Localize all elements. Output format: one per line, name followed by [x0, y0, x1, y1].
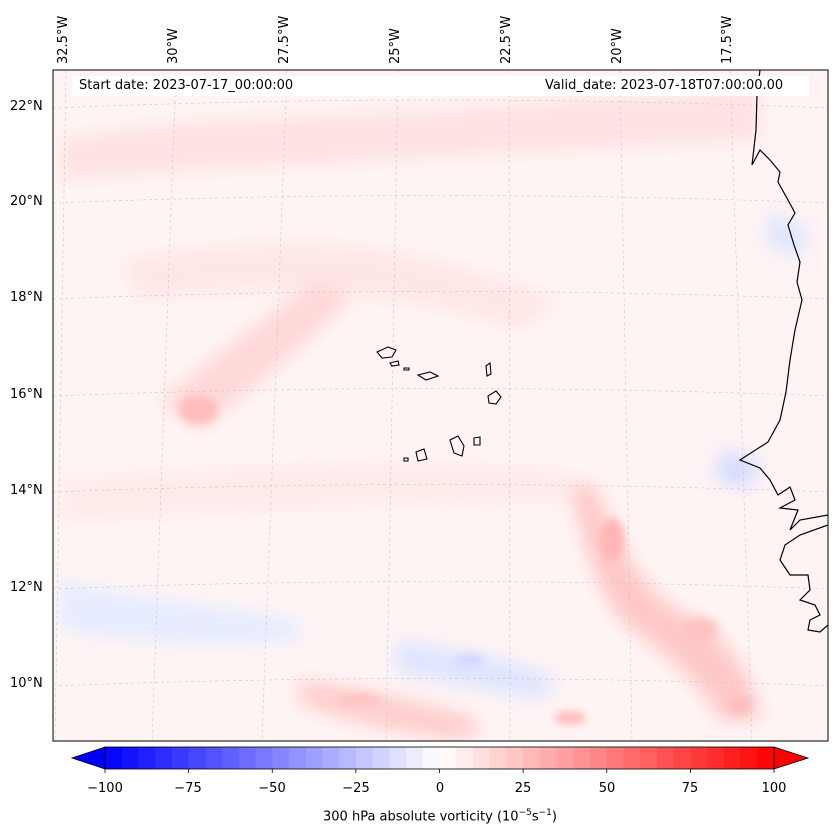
colorbar-tick: −50 [258, 781, 286, 796]
colorbar-segment [422, 747, 440, 769]
colorbar-segment [272, 747, 290, 769]
colorbar-tick: −75 [174, 781, 202, 796]
colorbar [70, 746, 810, 773]
lon-label-32-5w: 32.5°W [56, 15, 71, 64]
colorbar-segment [339, 747, 357, 769]
lon-label-17-5w: 17.5°W [720, 15, 735, 64]
colorbar-min-extend [70, 746, 106, 770]
lon-label-20w: 20°W [610, 28, 625, 64]
map-frame [52, 69, 829, 742]
colorbar-segment [372, 747, 390, 769]
colorbar-tick: −25 [342, 781, 370, 796]
lon-label-27-5w: 27.5°W [277, 15, 292, 64]
lat-label-16n: 16°N [10, 387, 43, 402]
lon-label-30w: 30°W [166, 28, 181, 64]
colorbar-segment [355, 747, 374, 769]
colorbar-segment [406, 747, 424, 769]
colorbar-tick: −100 [87, 781, 123, 796]
colorbar-segment [222, 747, 240, 769]
colorbar-tick: 25 [514, 781, 532, 796]
colorbar-segment [105, 747, 123, 769]
colorbar-segment [740, 747, 758, 769]
colorbar-segment [556, 747, 574, 769]
colorbar-segment [322, 747, 340, 769]
colorbar-segment [439, 747, 457, 769]
lat-label-10n: 10°N [10, 676, 43, 691]
lat-label-20n: 20°N [10, 194, 43, 209]
colorbar-tick: 75 [681, 781, 699, 796]
colorbar-segment [138, 747, 156, 769]
info-banner [72, 76, 809, 96]
colorbar-segment [590, 747, 608, 769]
colorbar-segment [489, 747, 507, 769]
cabo-verde-islands [376, 346, 502, 462]
colorbar-segment [673, 747, 691, 769]
colorbar-segment [723, 747, 742, 769]
vorticity-field [53, 70, 828, 741]
colorbar-segment [539, 747, 558, 769]
colorbar-max-extend [773, 746, 810, 770]
colorbar-segment [205, 747, 223, 769]
colorbar-segment [640, 747, 658, 769]
lat-label-18n: 18°N [10, 290, 43, 305]
colorbar-segment [690, 747, 708, 769]
colorbar-segment [606, 747, 624, 769]
colorbar-label: 300 hPa absolute vorticity (10−5s−1) [323, 808, 557, 825]
colorbar-segment [506, 747, 524, 769]
colorbar-segment [255, 747, 273, 769]
colorbar-segment [121, 747, 139, 769]
colorbar-segment [456, 747, 474, 769]
start-date-label: Start date: 2023-07-17_00:00:00 [79, 78, 294, 93]
valid-date-label: Valid_date: 2023-07-18T07:00:00.00 [545, 78, 784, 93]
lat-label-14n: 14°N [10, 483, 43, 498]
colorbar-segment [171, 747, 190, 769]
africa-coastline [738, 70, 828, 633]
colorbar-segment [472, 747, 491, 769]
colorbar-segment [155, 747, 173, 769]
lon-label-25w: 25°W [388, 28, 403, 64]
colorbar-segment [305, 747, 323, 769]
colorbar-segment [656, 747, 675, 769]
colorbar-segment [523, 747, 541, 769]
colorbar-segment [623, 747, 641, 769]
colorbar-segment [573, 747, 591, 769]
lon-label-22-5w: 22.5°W [499, 15, 514, 64]
colorbar-segment [238, 747, 257, 769]
colorbar-tick: 100 [761, 781, 787, 796]
colorbar-tick: 0 [435, 781, 445, 796]
colorbar-segment [707, 747, 725, 769]
lat-label-12n: 12°N [10, 580, 43, 595]
colorbar-segment [389, 747, 407, 769]
colorbar-segment [757, 747, 775, 769]
graticule [53, 70, 828, 741]
lat-label-22n: 22°N [10, 99, 43, 114]
colorbar-segment [288, 747, 307, 769]
colorbar-tick: 50 [598, 781, 616, 796]
colorbar-segment [188, 747, 206, 769]
